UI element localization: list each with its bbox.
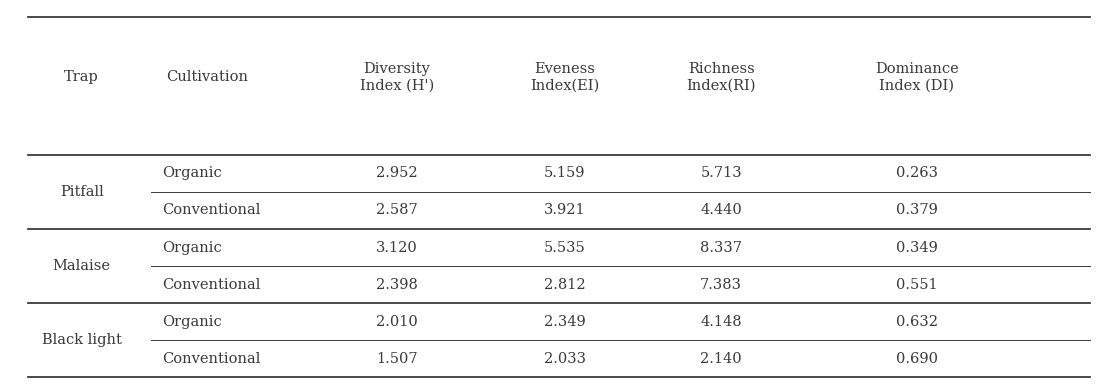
Text: 4.440: 4.440	[700, 204, 742, 217]
Text: Organic: Organic	[162, 240, 221, 255]
Text: Pitfall: Pitfall	[59, 185, 104, 199]
Text: Diversity
Index (H'): Diversity Index (H')	[360, 62, 434, 93]
Text: 0.379: 0.379	[896, 204, 938, 217]
Text: 2.010: 2.010	[376, 315, 418, 329]
Text: 7.383: 7.383	[700, 277, 742, 292]
Text: 2.587: 2.587	[376, 204, 418, 217]
Text: Black light: Black light	[41, 333, 122, 347]
Text: Richness
Index(RI): Richness Index(RI)	[686, 62, 756, 93]
Text: Conventional: Conventional	[162, 352, 260, 366]
Text: 2.349: 2.349	[543, 315, 586, 329]
Text: Conventional: Conventional	[162, 277, 260, 292]
Text: 0.632: 0.632	[896, 315, 938, 329]
Text: 0.263: 0.263	[896, 166, 938, 180]
Text: 2.140: 2.140	[700, 352, 742, 366]
Text: Malaise: Malaise	[53, 259, 111, 273]
Text: 2.033: 2.033	[543, 352, 586, 366]
Text: 3.120: 3.120	[376, 240, 418, 255]
Text: 5.535: 5.535	[543, 240, 586, 255]
Text: 0.551: 0.551	[896, 277, 938, 292]
Text: 2.398: 2.398	[376, 277, 418, 292]
Text: Organic: Organic	[162, 315, 221, 329]
Text: 5.159: 5.159	[543, 166, 586, 180]
Text: 8.337: 8.337	[700, 240, 742, 255]
Text: Eveness
Index(EI): Eveness Index(EI)	[530, 62, 599, 93]
Text: Dominance
Index (DI): Dominance Index (DI)	[875, 62, 958, 93]
Text: Conventional: Conventional	[162, 204, 260, 217]
Text: 1.507: 1.507	[376, 352, 418, 366]
Text: 5.713: 5.713	[700, 166, 742, 180]
Text: 0.690: 0.690	[896, 352, 938, 366]
Text: Organic: Organic	[162, 166, 221, 180]
Text: 0.349: 0.349	[896, 240, 938, 255]
Text: Cultivation: Cultivation	[165, 70, 248, 84]
Text: 2.812: 2.812	[543, 277, 586, 292]
Text: 2.952: 2.952	[376, 166, 418, 180]
Text: 3.921: 3.921	[543, 204, 586, 217]
Text: Trap: Trap	[64, 70, 100, 84]
Text: 4.148: 4.148	[700, 315, 742, 329]
